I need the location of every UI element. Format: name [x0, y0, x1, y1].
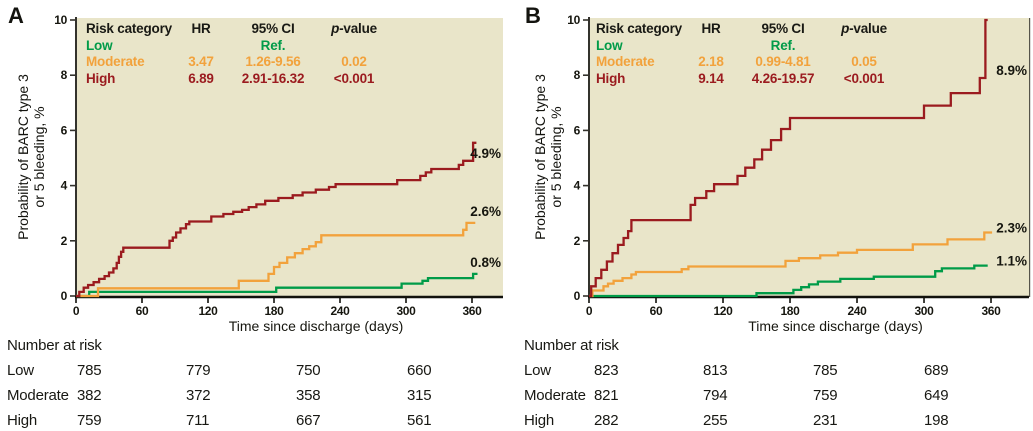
km-curve-high — [589, 18, 988, 298]
y-tick-label: 8 — [61, 68, 68, 82]
legend-header-hr: HR — [191, 21, 211, 36]
panel-a: 0 2 4 6 8 10 0 60 120 180 240 300 360 Time since disc… — [0, 0, 516, 431]
legend-header-category: Risk category — [596, 21, 682, 36]
end-label-moderate: 2.6% — [470, 204, 501, 219]
x-tick-label: 180 — [780, 304, 800, 318]
x-axis-title: Time since discharge (days) — [229, 318, 404, 334]
legend-header-category: Risk category — [86, 21, 172, 36]
x-tick-label: 120 — [713, 304, 733, 318]
end-label-low: 1.1% — [996, 254, 1027, 269]
y-tick-label: 4 — [574, 179, 581, 193]
km-curve-moderate — [76, 221, 476, 298]
legend-header-pvalue: p-value — [331, 21, 377, 36]
table-row: Moderate 821 794 759 649 — [524, 387, 949, 404]
y-axis-label-line2: or 5 bleeding, % — [31, 106, 47, 208]
table-row: Low 823 813 785 689 — [524, 362, 949, 379]
y-tick-label: 6 — [61, 123, 68, 137]
km-plot-a: 0 2 4 6 8 10 0 60 120 180 240 300 360 Time since disc… — [54, 13, 503, 334]
x-axis-title: Time since discharge (days) — [748, 318, 923, 334]
table-row: High 759 711 667 561 — [7, 412, 432, 429]
plot-area — [77, 18, 503, 297]
km-curve-high — [76, 141, 477, 298]
y-tick-label: 6 — [574, 123, 581, 137]
legend-header-hr: HR — [701, 21, 721, 36]
x-tick-label: 240 — [847, 304, 867, 318]
legend-row-low: Low Ref. — [596, 37, 796, 53]
end-label-high: 4.9% — [470, 146, 501, 161]
legend-header-row: Risk category HR 95% CI p-value — [596, 21, 895, 38]
end-label-high: 8.9% — [996, 63, 1027, 78]
x-tick-label: 60 — [650, 304, 663, 318]
y-axis-label: Probability of BARC type 3 or 5 bleeding… — [532, 7, 564, 307]
km-curve-low — [76, 272, 478, 298]
table-row: Moderate 382 372 358 315 — [7, 387, 432, 404]
panel-letter: B — [525, 3, 541, 28]
legend-header-pvalue: p-value — [841, 21, 887, 36]
number-at-risk-table: Number at risk Low 823 813 785 689 Moder… — [517, 337, 1033, 431]
km-plot-b: 0 2 4 6 8 10 0 60 120 180 240 300 360 Time since disc… — [567, 13, 1031, 334]
x-tick-label: 0 — [586, 304, 593, 318]
y-tick-label: 0 — [574, 289, 581, 303]
x-tick-label: 360 — [981, 304, 1001, 318]
table-row: High 282 255 231 198 — [524, 412, 949, 429]
x-tick-label: 180 — [264, 304, 284, 318]
km-curve-moderate — [589, 231, 993, 298]
end-label-moderate: 2.3% — [996, 220, 1027, 235]
x-tick-label: 60 — [136, 304, 149, 318]
legend-header-ci: 95% CI — [251, 21, 295, 36]
table-row: Low 785 779 750 660 — [7, 362, 432, 379]
legend-header-row: Risk category HR 95% CI p-value — [86, 21, 385, 38]
y-axis-label-line1: Probability of BARC type 3 — [532, 74, 548, 240]
x-tick-label: 360 — [462, 304, 482, 318]
y-tick-label: 2 — [61, 234, 68, 248]
y-tick-label: 0 — [61, 289, 68, 303]
y-tick-label: 10 — [567, 13, 580, 27]
legend-header-ci: 95% CI — [761, 21, 805, 36]
legend-row-low: Low Ref. — [86, 37, 286, 53]
y-tick-label: 10 — [54, 13, 67, 27]
legend-row-moderate: Moderate 3.47 1.26-9.56 0.02 — [86, 54, 367, 69]
y-tick-label: 4 — [61, 179, 68, 193]
legend-row-high: High 6.89 2.91-16.32 <0.001 — [86, 70, 375, 86]
x-tick-label: 240 — [330, 304, 350, 318]
legend-row-moderate: Moderate 2.18 0.99-4.81 0.05 — [596, 54, 877, 69]
panel-letter: A — [8, 3, 24, 28]
y-tick-label: 2 — [574, 234, 581, 248]
y-axis-label-line2: or 5 bleeding, % — [548, 106, 564, 208]
x-tick-label: 300 — [914, 304, 934, 318]
end-label-low: 0.8% — [470, 255, 501, 270]
number-at-risk-table: Number at risk Low 785 779 750 660 Moder… — [0, 337, 516, 431]
km-curve-low — [589, 264, 988, 298]
number-at-risk-title: Number at risk — [7, 337, 102, 354]
x-tick-label: 120 — [198, 304, 218, 318]
x-tick-label: 0 — [73, 304, 80, 318]
number-at-risk-title: Number at risk — [524, 337, 619, 354]
y-axis-label: Probability of BARC type 3 or 5 bleeding… — [15, 7, 47, 307]
legend-row-high: High 9.14 4.26-19.57 <0.001 — [596, 70, 885, 86]
y-axis-label-line1: Probability of BARC type 3 — [15, 74, 31, 240]
x-tick-label: 300 — [396, 304, 416, 318]
y-tick-label: 8 — [574, 68, 581, 82]
plot-area — [590, 18, 1029, 297]
legend-table: Risk category HR 95% CI p-value Low Ref.… — [86, 21, 385, 87]
panel-b: 0 2 4 6 8 10 0 60 120 180 240 300 360 Time since disc… — [517, 0, 1033, 431]
legend-table: Risk category HR 95% CI p-value Low Ref.… — [596, 21, 895, 87]
